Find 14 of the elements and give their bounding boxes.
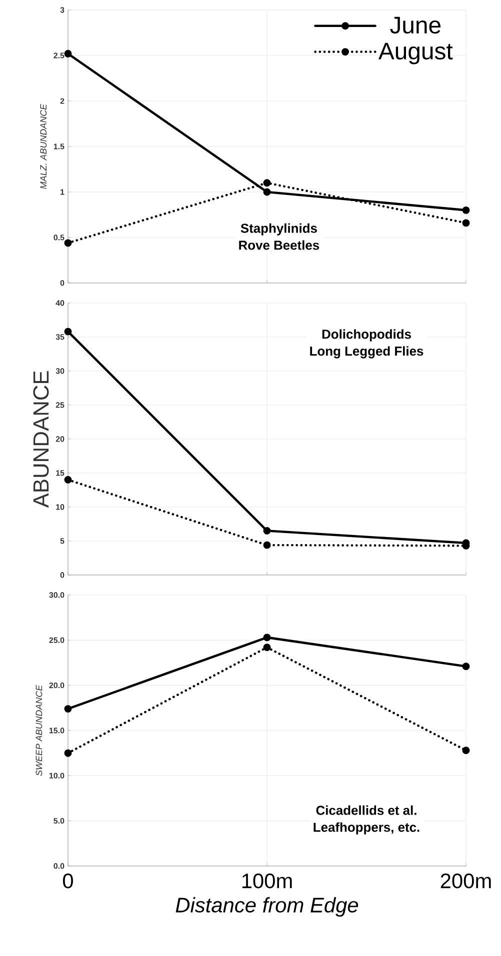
x-axis-title: Distance from Edge	[176, 897, 358, 917]
annotation: Cicadellids et al.	[316, 805, 416, 815]
x-tick-label: 100m	[242, 874, 292, 888]
x-tick-label: 200m	[440, 874, 491, 888]
y-axis-title: SWEEP ABUNDANCE	[36, 684, 42, 776]
legend-label: June	[390, 16, 440, 34]
annotation: Leafhoppers, etc.	[314, 822, 420, 834]
annotation: Staphylinids	[240, 223, 317, 236]
y-axis-title: MALZ. ABUNDANCE	[40, 104, 47, 189]
y-axis-title: ABUNDANCE	[33, 371, 49, 508]
legend-label: August	[378, 42, 453, 64]
annotation: Rove Beetles	[239, 240, 320, 250]
annotation: Long Legged Flies	[310, 346, 424, 358]
annotation: Dolichopodids	[322, 329, 411, 342]
